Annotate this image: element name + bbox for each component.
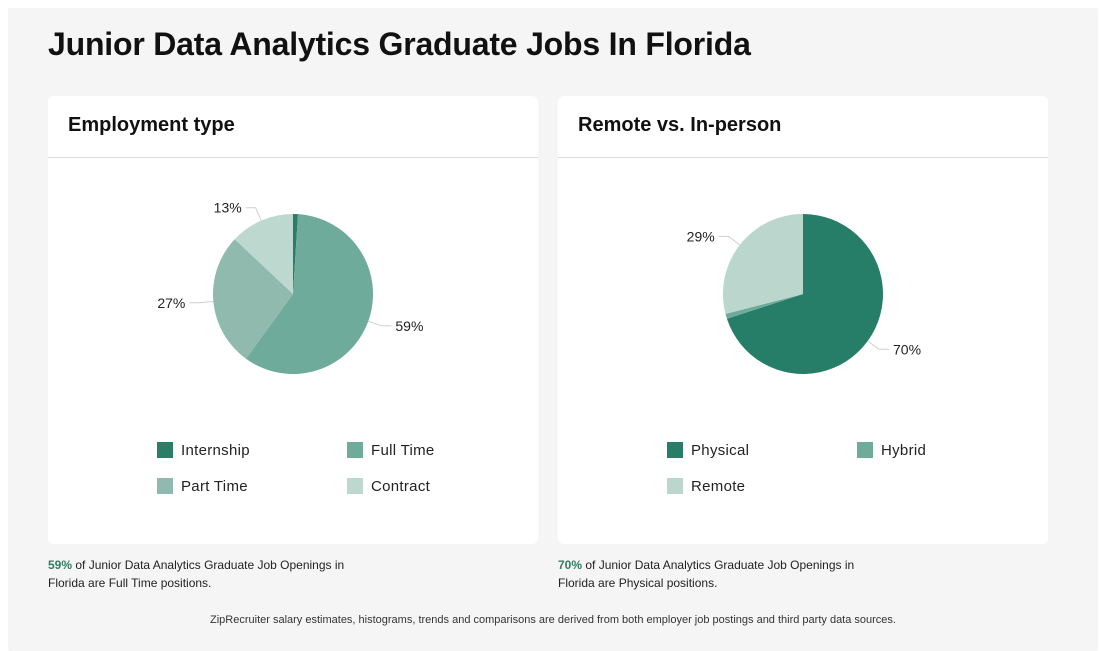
employment-type-legend: Internship Full Time Part Time Contract — [157, 441, 487, 495]
legend-swatch — [347, 442, 363, 458]
remote-vs-inperson-caption: 70% of Junior Data Analytics Graduate Jo… — [558, 556, 878, 592]
caption-text: of Junior Data Analytics Graduate Job Op… — [558, 558, 855, 590]
pie-label-leader-physical — [867, 340, 889, 350]
caption-text: of Junior Data Analytics Graduate Job Op… — [48, 558, 345, 590]
pie-label-remote: 29% — [687, 228, 715, 244]
pie-label-part-time: 27% — [157, 295, 185, 311]
remote-vs-inperson-legend: Physical Hybrid Remote — [667, 441, 997, 495]
legend-item-contract[interactable]: Contract — [347, 477, 487, 495]
legend-label: Full Time — [371, 441, 435, 459]
legend-label: Contract — [371, 477, 431, 495]
legend-label: Remote — [691, 477, 746, 495]
legend-label: Internship — [181, 441, 250, 459]
pie-label-physical: 70% — [893, 341, 921, 357]
caption-highlight: 70% — [558, 558, 583, 572]
pie-label-leader-full-time — [368, 320, 392, 327]
pie-label-leader-contract — [245, 207, 262, 221]
employment-type-card: Employment type 59% 27% 13% Internship Full… — [48, 96, 538, 544]
legend-swatch — [157, 478, 173, 494]
legend-item-internship[interactable]: Internship — [157, 441, 347, 459]
footer-disclaimer: ZipRecruiter salary estimates, histogram… — [210, 614, 896, 626]
card-header: Employment type — [48, 96, 538, 158]
legend-swatch — [347, 478, 363, 494]
pie-slice-physical[interactable] — [726, 214, 884, 374]
legend-item-hybrid[interactable]: Hybrid — [857, 441, 997, 459]
employment-type-caption: 59% of Junior Data Analytics Graduate Jo… — [48, 556, 368, 592]
legend-swatch — [857, 442, 873, 458]
card-title: Employment type — [68, 114, 235, 136]
page-title: Junior Data Analytics Graduate Jobs In F… — [48, 26, 751, 62]
pie-label-full-time: 59% — [395, 318, 423, 334]
remote-vs-inperson-card: Remote vs. In-person 70% 29% Physical Hybr… — [558, 96, 1048, 544]
pie-label-leader-part-time — [189, 301, 214, 304]
pie-label-contract: 13% — [214, 200, 242, 216]
legend-item-full-time[interactable]: Full Time — [347, 441, 487, 459]
pie-slice-internship[interactable] — [293, 214, 299, 294]
employment-type-pie-chart: 59% 27% 13% — [157, 200, 423, 375]
legend-item-part-time[interactable]: Part Time — [157, 477, 347, 495]
legend-item-remote[interactable]: Remote — [667, 477, 857, 495]
legend-swatch — [157, 442, 173, 458]
pie-slice-hybrid[interactable] — [725, 294, 803, 319]
legend-swatch — [667, 478, 683, 494]
caption-highlight: 59% — [48, 558, 73, 572]
legend-swatch — [667, 442, 683, 458]
legend-label: Physical — [691, 441, 750, 459]
pie-slice-remote[interactable] — [722, 214, 803, 314]
card-header: Remote vs. In-person — [558, 96, 1048, 158]
pie-slice-contract[interactable] — [234, 214, 293, 294]
remote-vs-inperson-pie-chart: 70% 29% — [687, 214, 921, 374]
card-title: Remote vs. In-person — [578, 114, 782, 136]
pie-label-leader-remote — [718, 235, 741, 246]
legend-item-physical[interactable]: Physical — [667, 441, 857, 459]
pie-slice-full-time[interactable] — [245, 214, 374, 375]
pie-slice-part-time[interactable] — [213, 239, 293, 359]
legend-label: Part Time — [181, 477, 248, 495]
legend-label: Hybrid — [881, 441, 927, 459]
page-container: Junior Data Analytics Graduate Jobs In F… — [8, 8, 1098, 651]
